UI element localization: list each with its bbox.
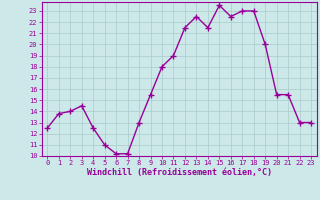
X-axis label: Windchill (Refroidissement éolien,°C): Windchill (Refroidissement éolien,°C) [87,168,272,177]
